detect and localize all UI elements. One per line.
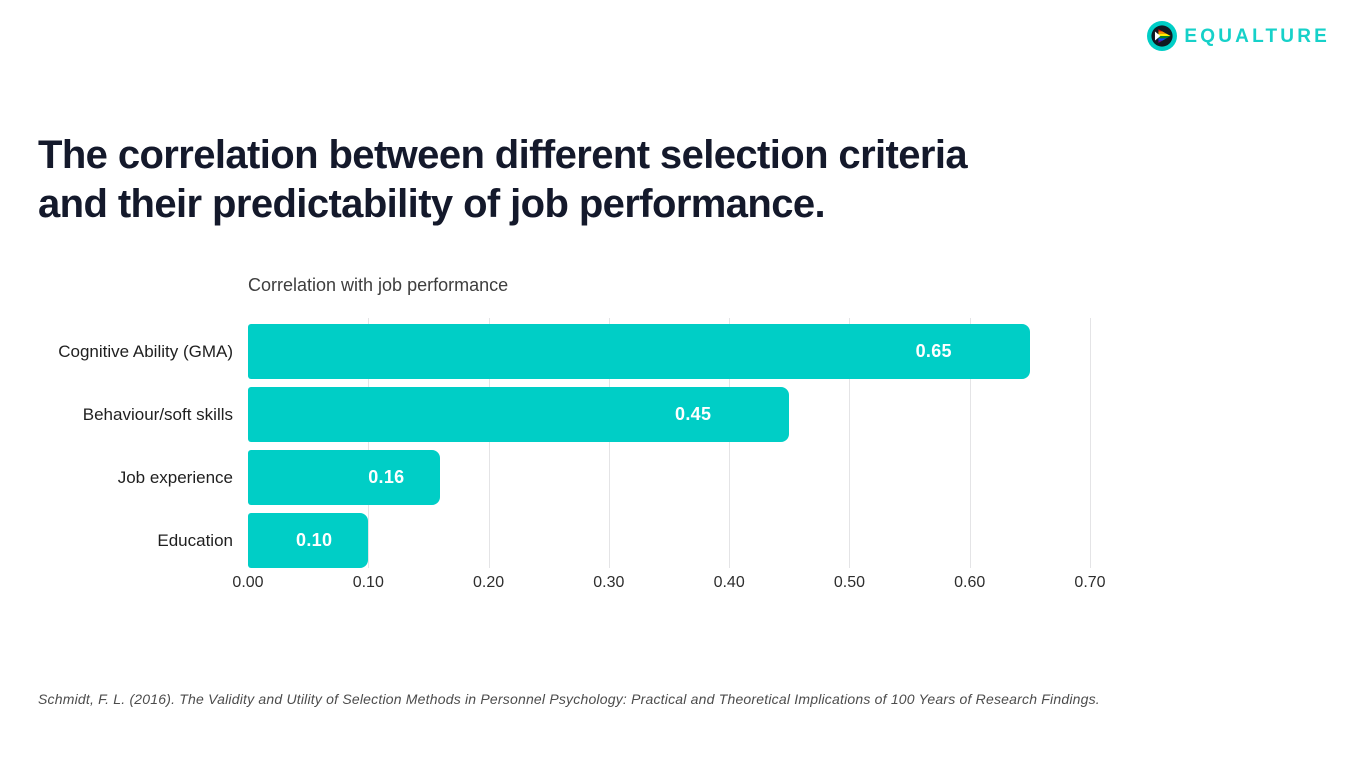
- grid-line: [729, 318, 731, 568]
- grid-line: [368, 318, 370, 568]
- bar-series: 0.65 0.45 0.16 0.10: [248, 324, 1090, 568]
- bar-value-label: 0.10: [296, 530, 333, 550]
- chart-title: Correlation with job performance: [248, 275, 509, 295]
- category-label: Education: [157, 530, 233, 550]
- axis-tick-label: 0.60: [954, 574, 986, 591]
- grid-line: [849, 318, 851, 568]
- bar-row: 0.65: [248, 324, 1090, 379]
- category-label: Job experience: [117, 467, 233, 487]
- axis-tick-label: 0.00: [232, 574, 264, 591]
- axis-tick-label: 0.20: [472, 574, 505, 591]
- equalture-logo: EQUALTURE: [1147, 21, 1330, 51]
- bar: 0.45: [248, 387, 790, 442]
- grid-line: [1090, 318, 1091, 568]
- equalture-pride-chevron-circle-icon: [1147, 21, 1178, 51]
- axis-tick-label: 0.40: [713, 574, 745, 591]
- page-title: The correlation between different select…: [38, 131, 968, 229]
- bar-row: 0.45: [248, 387, 1090, 442]
- page-title-line1: The correlation between different select…: [38, 132, 968, 177]
- bar-chart: Cognitive Ability (GMA) Behaviour/soft sk…: [0, 318, 1106, 591]
- bar: 0.16: [248, 450, 441, 505]
- bar-value-label: 0.16: [368, 467, 405, 487]
- bar: 0.65: [248, 324, 1030, 379]
- bar: 0.10: [248, 513, 369, 568]
- source-citation: Schmidt, F. L. (2016). The Validity and …: [38, 691, 1100, 707]
- bar-value-label: 0.65: [915, 341, 952, 361]
- axis-tick-label: 0.70: [1074, 574, 1106, 591]
- bar-row: 0.10: [248, 513, 1090, 568]
- plot-area: 0.65 0.45 0.16 0.10 0.00 0.10 0.20 0.30 0.40 0.50…: [232, 318, 1106, 591]
- brand-wordmark: EQUALTURE: [1184, 25, 1330, 47]
- axis-tick-label: 0.50: [833, 574, 865, 591]
- grid-line: [608, 318, 610, 568]
- category-label: Behaviour/soft skills: [82, 404, 233, 424]
- bar-value-label: 0.45: [675, 404, 712, 424]
- bar-row: 0.16: [248, 450, 1090, 505]
- category-label: Cognitive Ability (GMA): [58, 341, 233, 361]
- axis-tick-label: 0.30: [593, 574, 625, 591]
- axis-tick-label: 0.10: [352, 574, 384, 591]
- grid-line: [969, 318, 971, 568]
- page-title-line2: and their predictability of job performa…: [38, 181, 826, 226]
- category-axis: Cognitive Ability (GMA) Behaviour/soft sk…: [0, 318, 248, 568]
- grid-line: [488, 318, 490, 568]
